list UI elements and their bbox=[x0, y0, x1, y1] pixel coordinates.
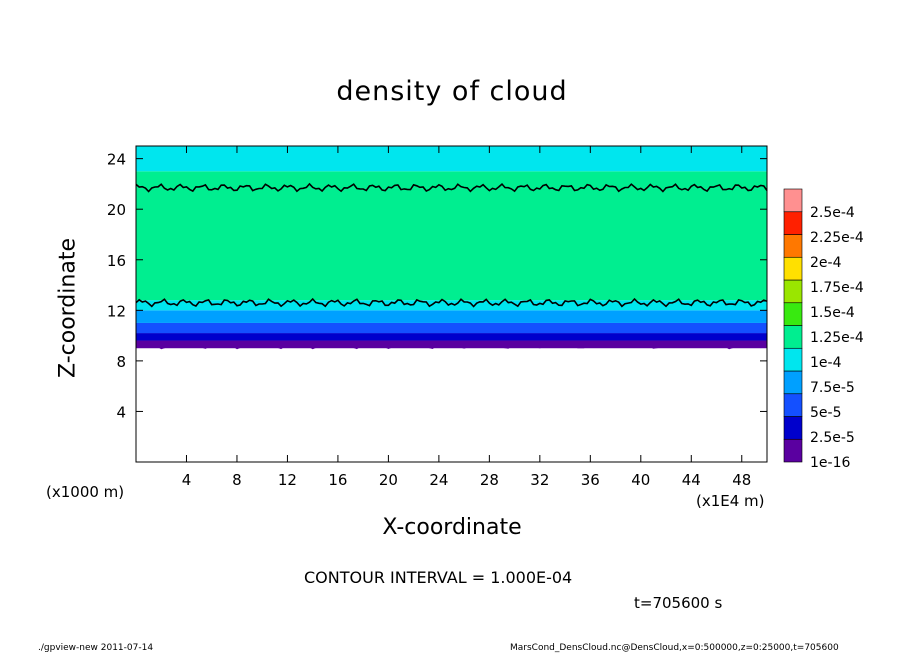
colorbar-label: 1.5e-4 bbox=[810, 305, 855, 321]
colorbar-swatch bbox=[783, 279, 803, 304]
colorbar-swatch bbox=[783, 211, 803, 235]
y-tick-label: 16 bbox=[107, 252, 126, 270]
density-band bbox=[136, 322, 767, 334]
footer-right: MarsCond_DensCloud.nc@DensCloud,x=0:5000… bbox=[510, 643, 839, 653]
contour-line bbox=[135, 182, 768, 193]
x-tick-label: 24 bbox=[429, 471, 448, 489]
x-tick-label: 16 bbox=[328, 471, 347, 489]
colorbar-label: 1e-4 bbox=[810, 355, 842, 371]
y-tick-label: 20 bbox=[107, 201, 126, 219]
colorbar-label: 1.25e-4 bbox=[810, 330, 864, 346]
x-tick-label: 4 bbox=[182, 471, 192, 489]
colorbar-label: 1.75e-4 bbox=[810, 280, 864, 296]
density-band bbox=[136, 188, 767, 301]
x-unit-right: (x1E4 m) bbox=[696, 492, 765, 510]
colorbar-swatch bbox=[783, 438, 803, 463]
density-band bbox=[136, 146, 767, 172]
colorbar-label: 7.5e-5 bbox=[810, 380, 855, 396]
x-tick-label: 20 bbox=[379, 471, 398, 489]
x-unit-left: (x1000 m) bbox=[46, 483, 125, 501]
y-tick-label: 8 bbox=[116, 353, 126, 371]
colorbar-swatch bbox=[783, 393, 803, 417]
contour-line bbox=[135, 297, 768, 308]
density-band bbox=[136, 310, 767, 323]
colorbar-label: 1e-16 bbox=[810, 455, 850, 471]
density-band bbox=[136, 300, 767, 311]
y-tick-label: 12 bbox=[107, 302, 126, 320]
x-tick-label: 48 bbox=[732, 471, 751, 489]
colorbar-swatch bbox=[783, 347, 803, 372]
density-band bbox=[136, 171, 767, 189]
colorbar-swatch bbox=[783, 234, 803, 258]
density-band bbox=[136, 333, 767, 341]
colorbar-swatch bbox=[783, 188, 803, 213]
colorbar-label: 2.5e-4 bbox=[810, 205, 855, 221]
x-tick-label: 32 bbox=[530, 471, 549, 489]
colorbar-swatch bbox=[783, 325, 803, 349]
colorbar-swatch bbox=[783, 416, 803, 440]
y-axis-label: Z-coordinate bbox=[55, 238, 81, 378]
x-axis-label: X-coordinate bbox=[382, 515, 522, 540]
x-tick-label: 8 bbox=[232, 471, 242, 489]
x-tick-label: 36 bbox=[581, 471, 600, 489]
plot-frame bbox=[135, 145, 768, 463]
cloud-base-edge bbox=[136, 340, 767, 350]
time-label: t=705600 s bbox=[634, 594, 723, 612]
colorbar-label: 5e-5 bbox=[810, 405, 841, 421]
colorbar-swatch bbox=[783, 370, 803, 395]
colorbar-label: 2e-4 bbox=[810, 255, 842, 271]
y-tick-label: 4 bbox=[116, 403, 126, 421]
colorbar-label: 2.5e-5 bbox=[810, 430, 855, 446]
density-band bbox=[136, 340, 767, 349]
contour-interval: CONTOUR INTERVAL = 1.000E-04 bbox=[304, 568, 573, 587]
x-tick-label: 44 bbox=[682, 471, 701, 489]
colorbar-swatch bbox=[783, 302, 803, 326]
colorbar-label: 2.25e-4 bbox=[810, 230, 864, 246]
footer-left: ./gpview-new 2011-07-14 bbox=[38, 643, 154, 653]
colorbar-swatch bbox=[783, 256, 803, 281]
y-tick-label: 24 bbox=[107, 151, 126, 169]
x-tick-label: 40 bbox=[631, 471, 650, 489]
x-tick-label: 28 bbox=[480, 471, 499, 489]
x-tick-label: 12 bbox=[278, 471, 297, 489]
chart-title: density of cloud bbox=[336, 76, 568, 107]
